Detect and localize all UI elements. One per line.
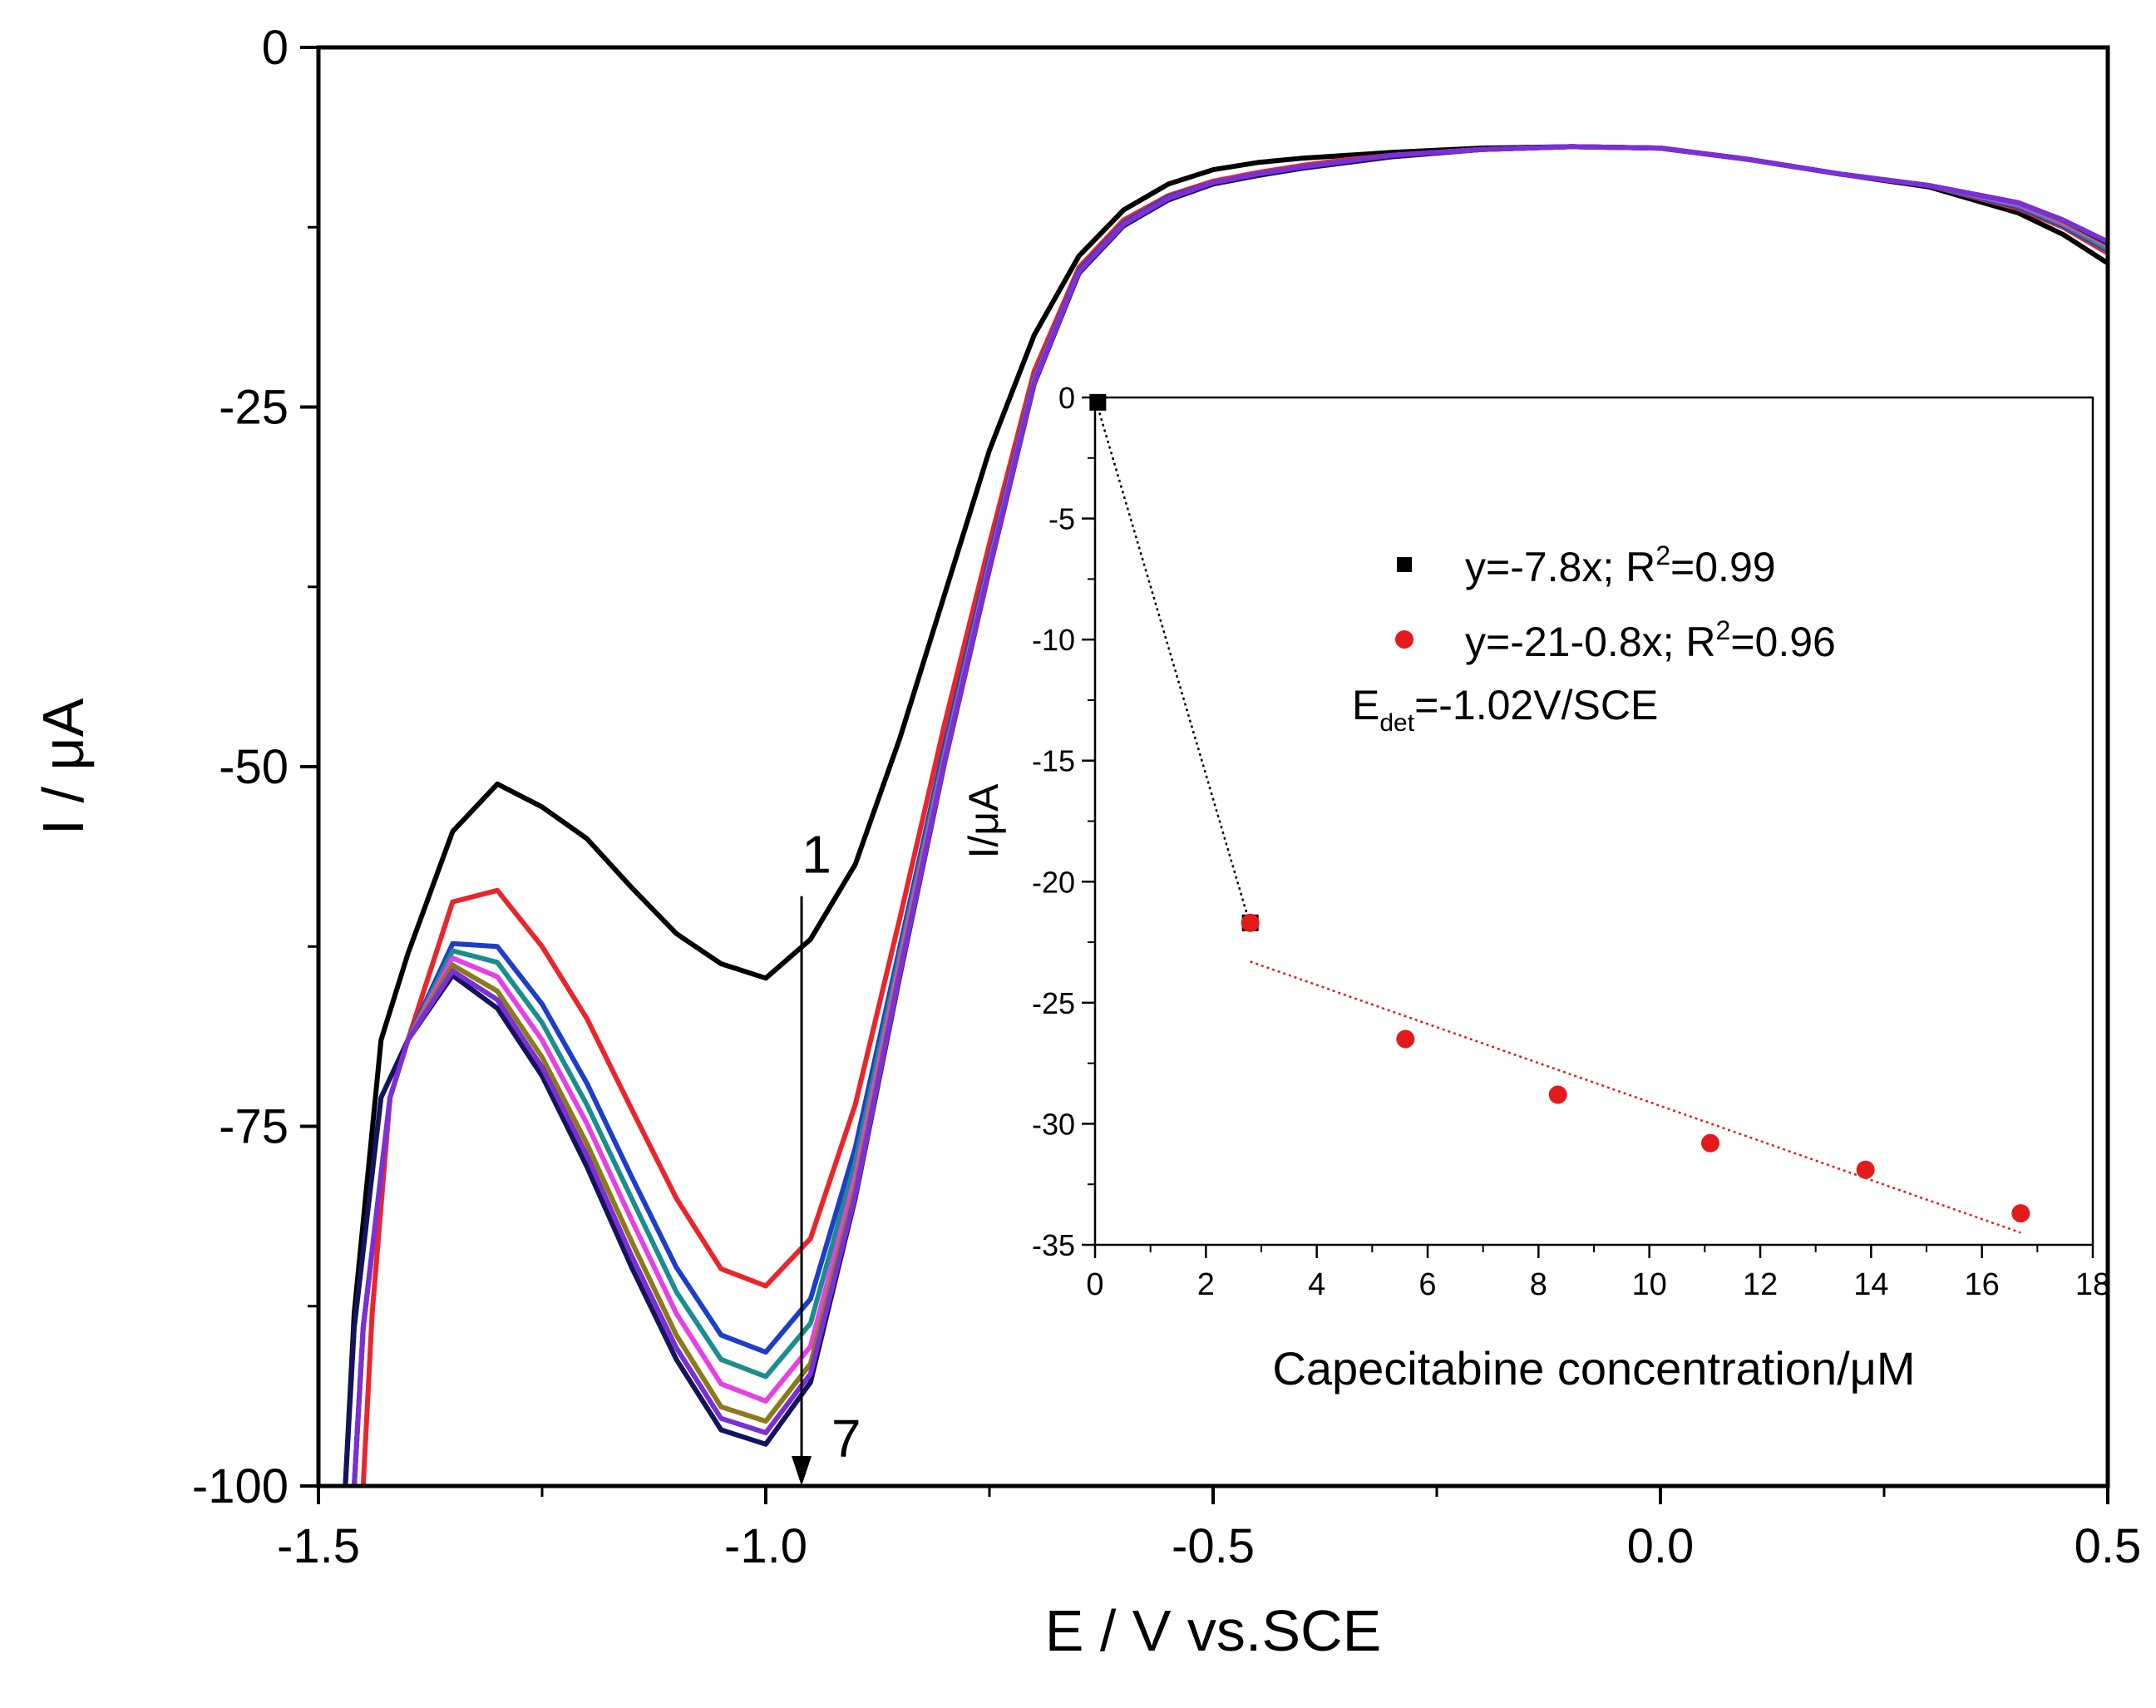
main-y-tick-label: -50 [219,740,289,794]
inset-x-tick-label: 6 [1418,1267,1436,1302]
inset-fit-line-2 [1250,960,2021,1234]
inset-y-tick-label: -20 [1032,865,1075,899]
main-y-tick-label: 0 [262,21,289,75]
inset-x-tick-label: 16 [1965,1267,2000,1302]
inset-point-series-2 [1548,1085,1567,1104]
main-y-tick-label: -25 [219,381,289,435]
arrow-start-label: 1 [802,825,831,885]
main-series-line-8 [352,144,2109,1487]
inset-x-tick-label: 14 [1853,1267,1888,1302]
inset-y-tick-label: -5 [1048,502,1075,536]
main-x-tick-label: -1.5 [277,1519,360,1573]
inset-legend-marker-square [1397,557,1412,572]
main-x-tick-label: 0.5 [2075,1519,2142,1573]
main-x-tick-label: 0.0 [1627,1519,1695,1573]
main-plot: -1.5 -1.0 -0.5 0.0 0.5 0-25-50-75-100 E / V … [31,21,2141,1663]
inset-point-series-2 [2011,1204,2030,1223]
inset-y-tick-label: -30 [1032,1107,1075,1141]
inset-y-tick-label: -10 [1032,623,1075,657]
inset-fit-line-1 [1097,407,1251,926]
inset-point-series-2 [1856,1160,1875,1179]
detection-potential-note: Edet=-1.02V/SCE [1352,682,1658,737]
inset-x-tick-label: 8 [1530,1267,1547,1302]
inset-x-tick-label: 4 [1308,1267,1325,1302]
main-y-axis-label: I / μA [31,698,96,835]
main-y-tick-label: -75 [219,1100,289,1154]
inset-background [1095,397,2093,1245]
inset-point-series-2 [1701,1133,1719,1153]
inset-point-series-2 [1396,1029,1415,1049]
inset-y-tick-label: -15 [1032,744,1075,778]
inset-x-ticks: 0 2 4 6 8 10 12 14 16 18 [1086,1245,2110,1302]
main-x-tick-label: -1.0 [724,1519,807,1573]
main-y-tick-label: -100 [192,1459,289,1513]
inset-legend-label: y=-21-0.8x; R2=0.96 [1465,615,1836,665]
concentration-arrow: 1 7 [792,825,861,1486]
inset-y-axis-label: I/μA [960,783,1007,859]
inset-legend: y=-7.8x; R2=0.99 y=-21-0.8x; R2=0.96 [1395,541,1836,665]
inset-x-tick-label: 10 [1632,1267,1667,1302]
inset-point-series-2 [1241,913,1260,932]
inset-series-group [1089,393,2030,1234]
inset-plot: 0 2 4 6 8 10 12 14 16 18 0 -5 -10 -15 -20 -25 -30 -35 Ca… [960,381,2110,1395]
main-x-ticks: -1.5 -1.0 -0.5 0.0 0.5 [277,1486,2141,1573]
inset-y-tick-label: -35 [1032,1228,1075,1262]
inset-y-ticks: 0 -5 -10 -15 -20 -25 -30 -35 [1032,381,1095,1262]
inset-legend-marker-circle [1395,630,1413,649]
inset-x-tick-label: 18 [2075,1267,2110,1302]
arrow-head [792,1456,812,1486]
main-series-group [343,144,2109,1487]
main-y-ticks: 0 -25 -50 -75 -100 [192,21,318,1513]
inset-legend-label: y=-7.8x; R2=0.99 [1465,541,1776,590]
main-x-axis-label: E / V vs.SCE [1045,1598,1382,1663]
main-x-tick-label: -0.5 [1172,1519,1255,1573]
inset-y-tick-label: -25 [1032,986,1075,1020]
inset-x-tick-label: 12 [1743,1267,1778,1302]
inset-x-tick-label: 0 [1086,1267,1103,1302]
inset-y-tick-label: 0 [1058,381,1075,415]
inset-x-axis-label: Capecitabine concentration/μM [1272,1342,1915,1395]
inset-x-tick-label: 2 [1197,1267,1215,1302]
arrow-end-label: 7 [831,1409,861,1469]
